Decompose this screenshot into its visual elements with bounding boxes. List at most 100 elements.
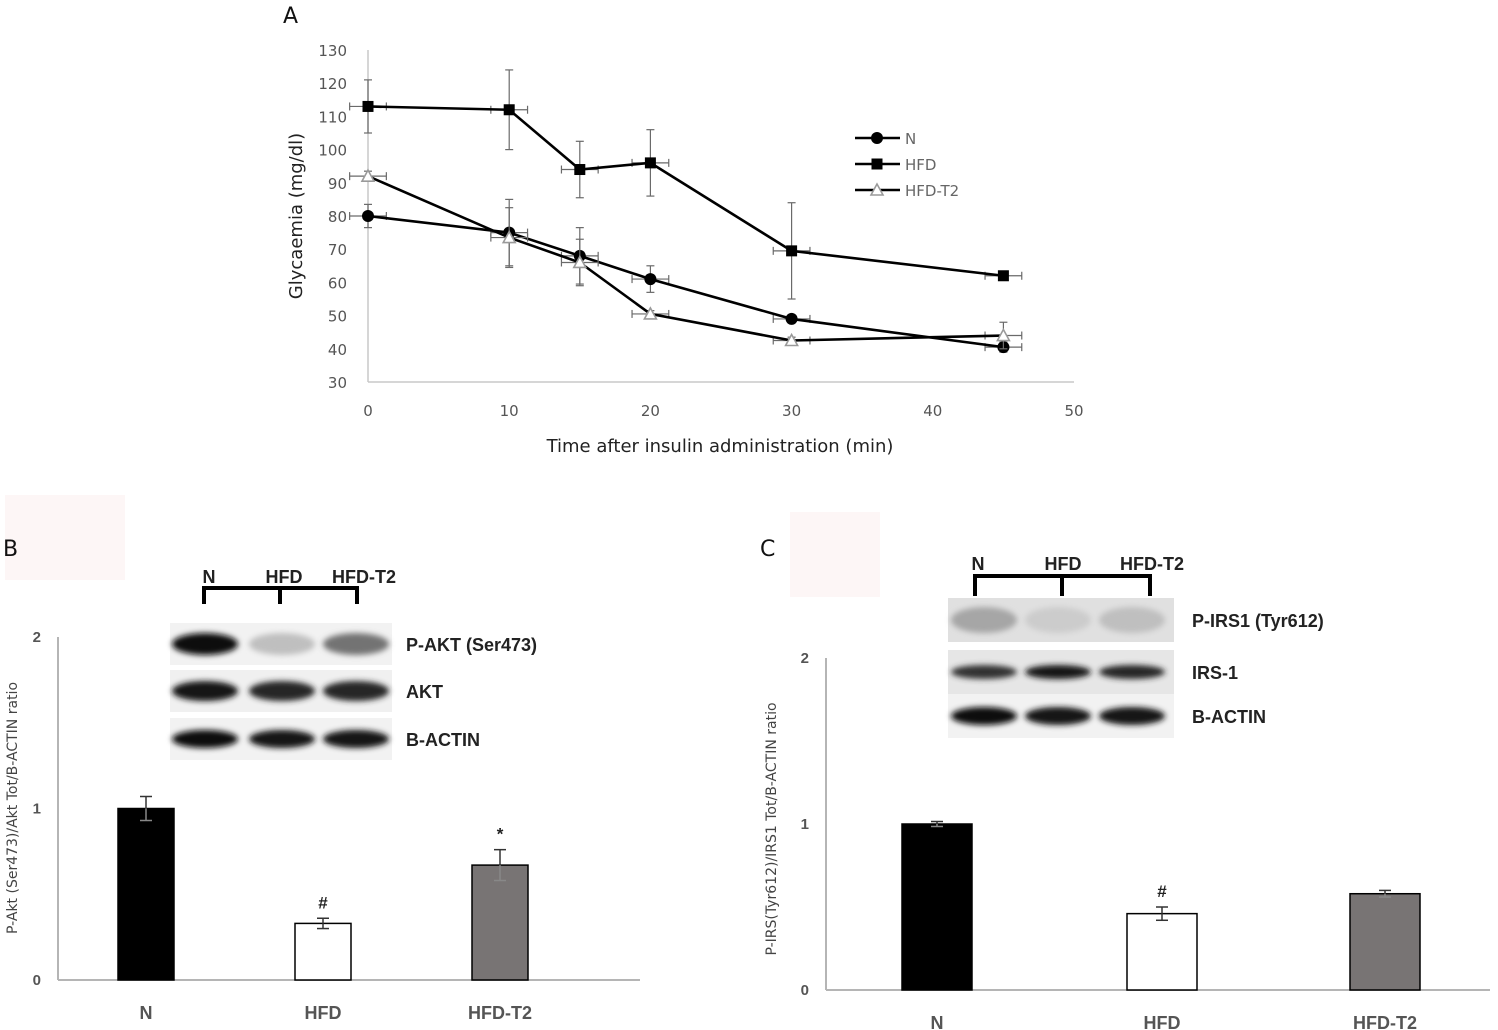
blot-band [249, 633, 315, 655]
panel-b-bar-chart: B 0 1 2 # * N HFD HFD-T2 P-Akt (Ser473)/Akt T… [3, 537, 640, 1023]
blot-band [1099, 665, 1165, 679]
legend-marker [871, 132, 883, 144]
y-tick-label: 30 [328, 374, 347, 392]
bar-hfd [1126, 912, 1198, 991]
blot-band [951, 607, 1017, 633]
data-point [996, 327, 1011, 342]
y-tick-label: 0 [33, 972, 41, 989]
x-category-label: HFD-T2 [1353, 1013, 1417, 1030]
lane-label: HFD [266, 567, 303, 587]
panel-b-label: B [3, 537, 18, 562]
data-point [572, 254, 588, 269]
bar-hfd [294, 922, 352, 981]
significance-marker: * [497, 825, 504, 844]
data-point [501, 229, 517, 244]
series-line-hfd-t2 [367, 174, 1004, 342]
x-category-label: HFD [1144, 1013, 1181, 1030]
blot-band [172, 633, 238, 655]
y-tick-label: 50 [328, 308, 347, 326]
legend-marker [871, 158, 883, 170]
x-tick-label: 0 [363, 402, 373, 420]
blot-row-label: P-IRS1 (Tyr612) [1192, 611, 1324, 631]
background-smudge [790, 512, 880, 597]
panel-a-x-axis-title: Time after insulin administration (min) [546, 436, 894, 457]
panel-c-bar-chart: C 0 1 2 # N HFD HFD-T2 P-IRS(Tyr612)/IRS1 To… [760, 537, 1490, 1030]
lane-label: HFD-T2 [1120, 554, 1184, 574]
lane-label: HFD-T2 [332, 567, 396, 587]
blot-row-label: B-ACTIN [1192, 707, 1266, 727]
blot-band [1025, 665, 1091, 679]
x-tick-label: 30 [782, 402, 801, 420]
data-point [360, 168, 376, 182]
data-point [786, 245, 798, 257]
y-tick-label: 90 [328, 175, 347, 193]
data-point [643, 306, 658, 320]
y-tick-label: 2 [801, 650, 809, 667]
legend-marker [869, 182, 885, 196]
x-tick-label: 10 [500, 402, 519, 420]
data-point [574, 164, 586, 176]
bar-n [117, 807, 175, 981]
blot-band [1099, 607, 1165, 633]
blot-band [1025, 707, 1091, 725]
blot-band [323, 681, 389, 701]
blot-band [951, 707, 1017, 725]
panel-a-legend: N HFD HFD-T2 [855, 130, 959, 200]
blot-band [323, 730, 389, 748]
data-point [785, 312, 798, 325]
data-point [503, 104, 515, 116]
panel-c-label: C [760, 537, 775, 562]
data-point [362, 100, 374, 112]
series-n [349, 198, 1023, 354]
data-point [997, 270, 1009, 282]
series-hfd-t2 [349, 168, 1023, 350]
y-tick-label: 70 [328, 241, 347, 259]
series-line-n [367, 214, 1004, 349]
panel-c-y-axis-title: P-IRS(Tyr612)/IRS1 Tot/B-ACTIN ratio [764, 702, 780, 955]
series-hfd [349, 69, 1023, 300]
x-tick-label: 40 [923, 402, 942, 420]
y-tick-label: 120 [318, 75, 347, 93]
blot-band [1099, 707, 1165, 725]
bar-n [901, 823, 973, 991]
y-tick-label: 40 [328, 341, 347, 359]
bar-hfd-t2 [471, 864, 529, 981]
lane-label: HFD [1045, 554, 1082, 574]
blot-band [249, 730, 315, 748]
y-tick-label: 0 [801, 982, 809, 999]
y-tick-label: 1 [33, 801, 41, 818]
panel-b-western-blot: N HFD HFD-T2 P-AKT (Ser473) AKT B-ACTIN [170, 567, 537, 760]
blot-band [172, 730, 238, 748]
lane-label: N [972, 554, 985, 574]
y-tick-label: 130 [318, 42, 347, 60]
significance-marker: # [1157, 882, 1167, 901]
x-tick-label: 20 [641, 402, 660, 420]
panel-c-western-blot: N HFD HFD-T2 P-IRS1 (Tyr612) IRS-1 B-ACTIN [948, 554, 1324, 738]
bar-hfd-t2 [1349, 892, 1421, 991]
blot-band [951, 665, 1017, 679]
y-tick-label: 100 [318, 142, 347, 160]
blot-band [323, 633, 389, 655]
y-tick-label: 80 [328, 208, 347, 226]
x-category-label: HFD [305, 1003, 342, 1023]
y-tick-label: 110 [318, 108, 347, 126]
blot-row-label: IRS-1 [1192, 663, 1238, 683]
panel-a-y-axis-title: Glycaemia (mg/dl) [286, 133, 307, 299]
y-tick-label: 2 [33, 629, 41, 646]
legend-label: HFD [905, 156, 936, 174]
series-line-hfd [367, 105, 1004, 278]
x-tick-label: 50 [1064, 402, 1083, 420]
data-point [784, 332, 799, 347]
panel-b-y-axis-title: P-Akt (Ser473)/Akt Tot/B-ACTIN ratio [5, 682, 21, 934]
x-category-label: N [931, 1013, 944, 1030]
blot-row-label: B-ACTIN [406, 730, 480, 750]
y-tick-label: 1 [801, 816, 809, 833]
panel-a-line-chart: A 30 40 50 60 70 80 90 100 110 120 130 0 10 20 30 40 50… [283, 4, 1084, 457]
x-category-label: N [140, 1003, 153, 1023]
data-point [362, 210, 374, 222]
blot-row-label: P-AKT (Ser473) [406, 635, 537, 655]
legend-label: N [905, 130, 916, 148]
y-tick-label: 60 [328, 274, 347, 292]
blot-band [249, 681, 315, 701]
